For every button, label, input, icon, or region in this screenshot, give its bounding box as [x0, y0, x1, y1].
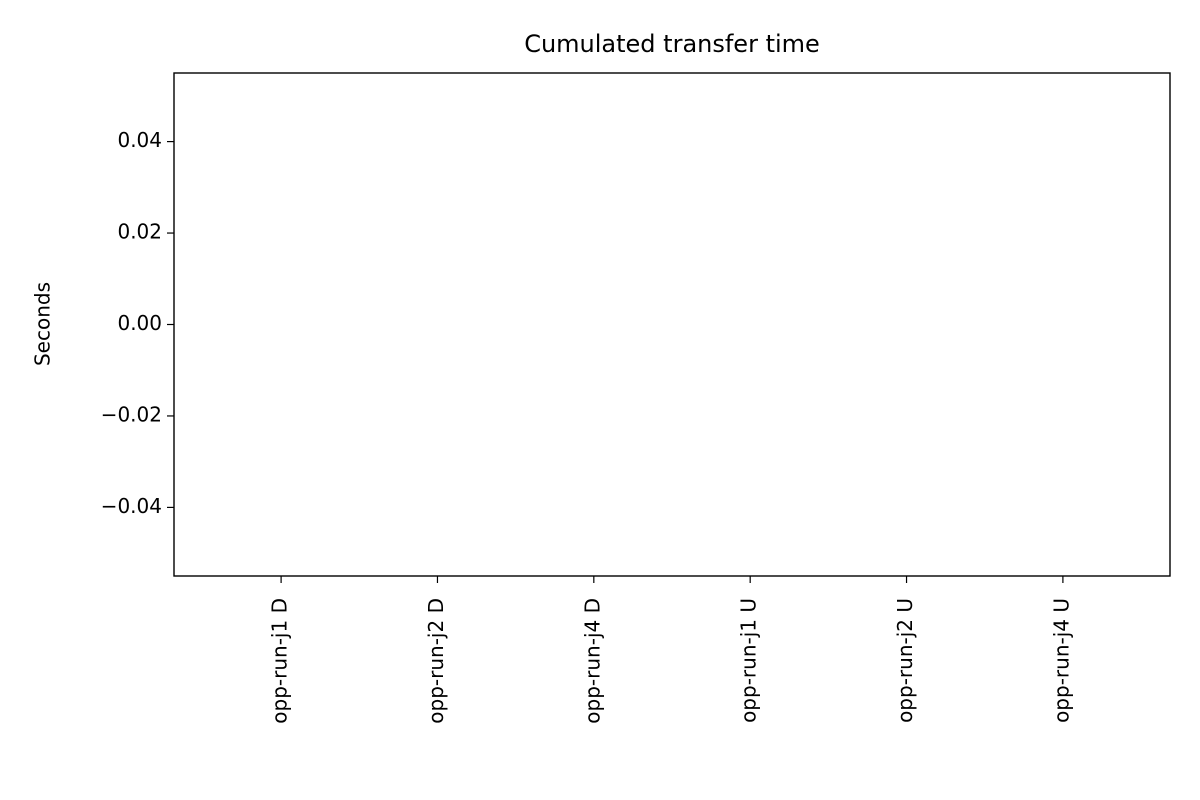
chart-title: Cumulated transfer time: [524, 30, 820, 58]
y-tick-label: 0.00: [117, 311, 162, 335]
x-tick-label: opp-run-j2 D: [424, 598, 448, 724]
y-tick-label: −0.02: [101, 402, 162, 426]
y-tick-label: 0.02: [117, 220, 162, 244]
x-tick-label: opp-run-j1 D: [268, 598, 292, 724]
y-tick-label: 0.04: [117, 128, 162, 152]
x-tick-label: opp-run-j1 U: [737, 598, 761, 723]
x-tick-label: opp-run-j4 D: [580, 598, 604, 724]
y-axis-label: Seconds: [31, 282, 55, 366]
x-tick-label: opp-run-j4 U: [1049, 598, 1073, 723]
plot-frame: [173, 72, 1171, 577]
x-tick-label: opp-run-j2 U: [893, 598, 917, 723]
y-tick-label: −0.04: [101, 494, 162, 518]
